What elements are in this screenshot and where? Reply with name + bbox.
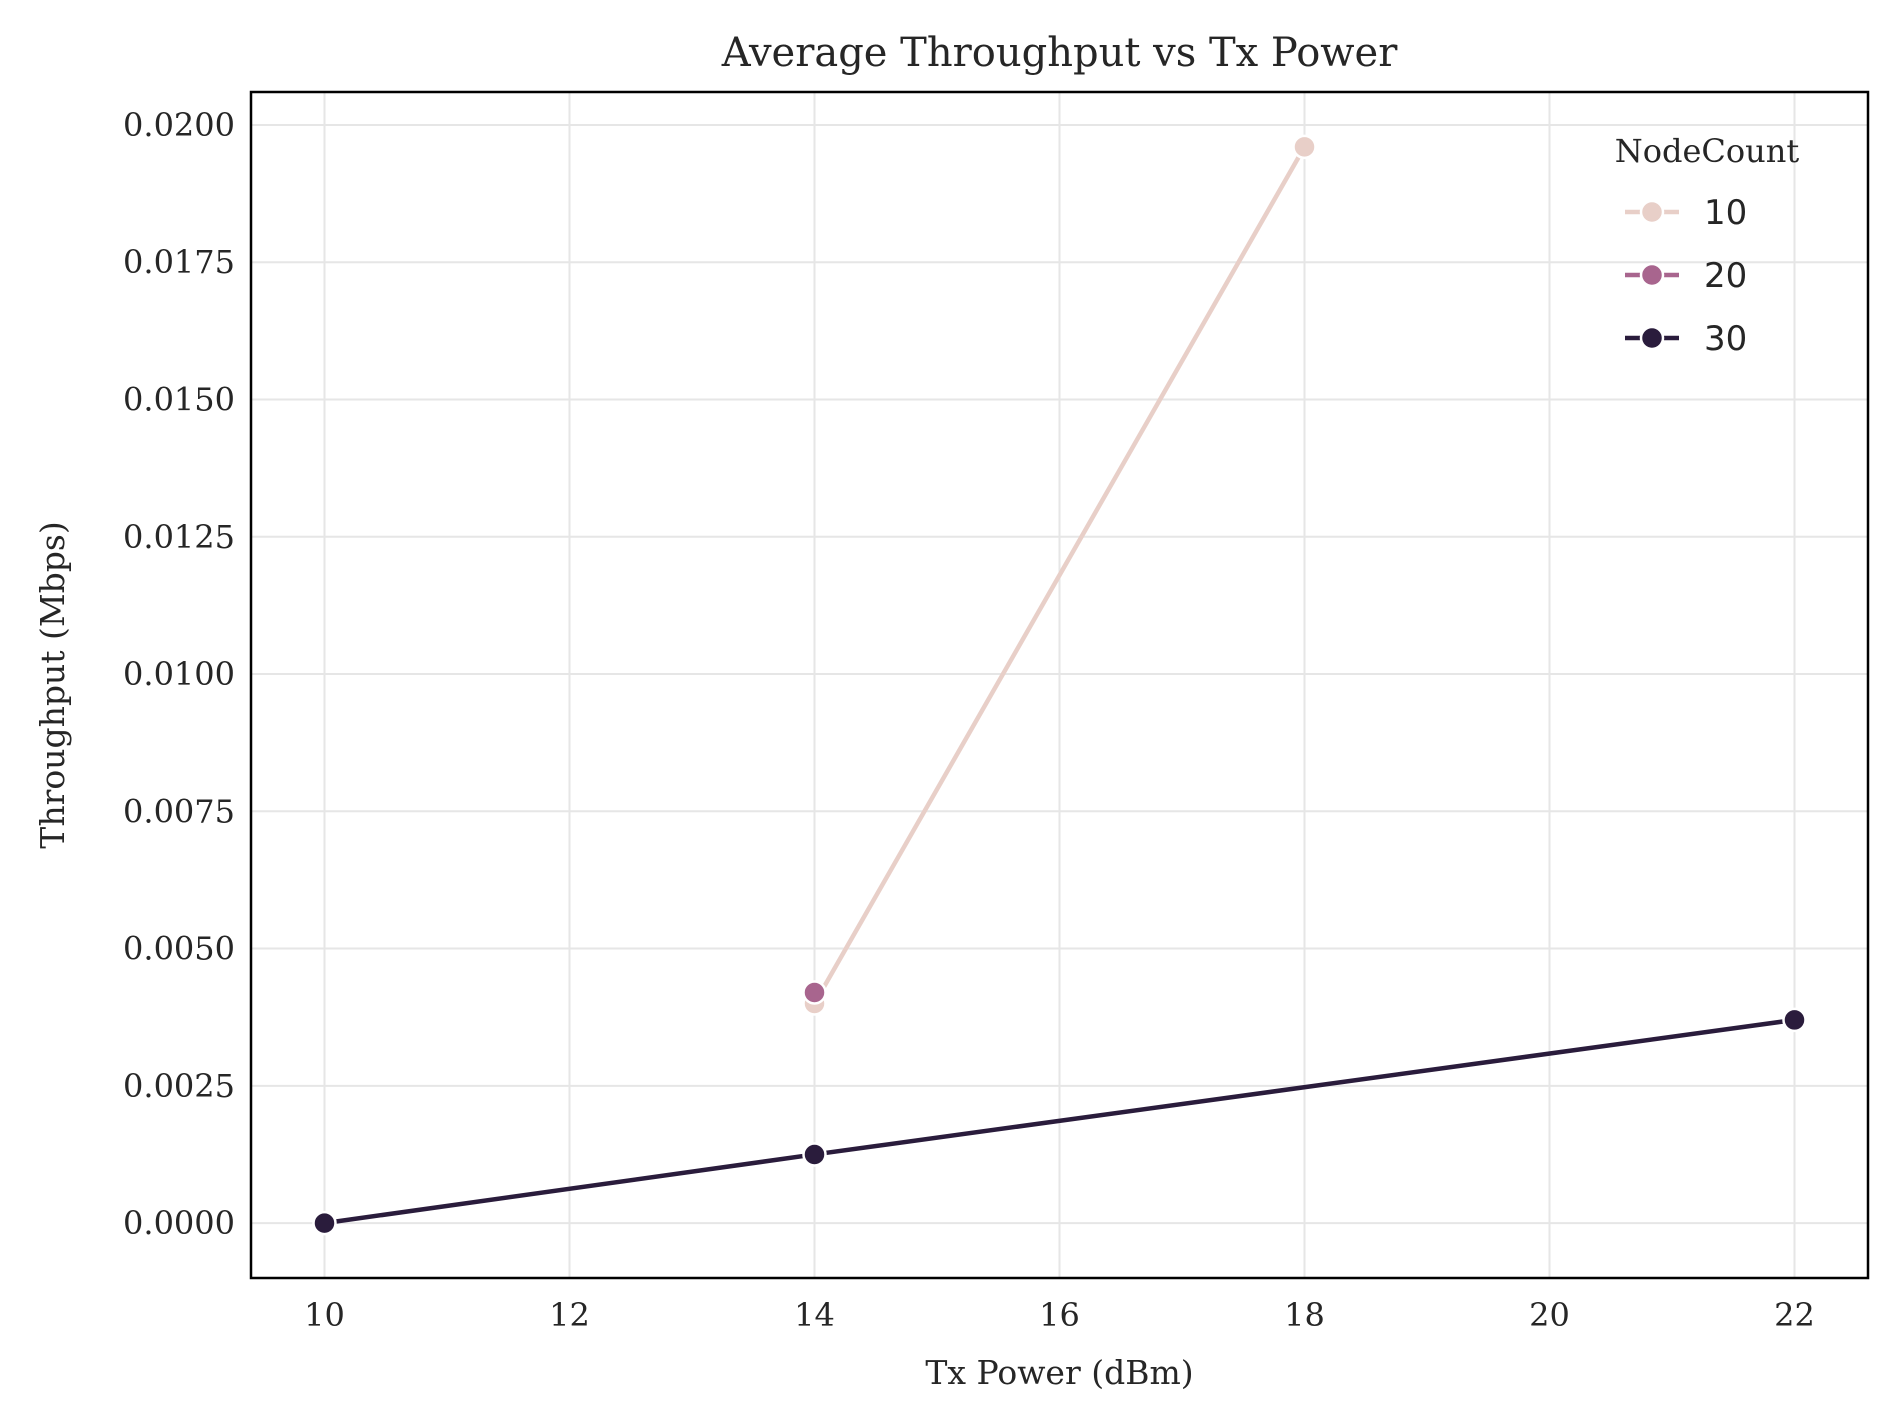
- y-tick-label: 0.0200: [123, 106, 235, 144]
- legend-label: 20: [1704, 256, 1747, 296]
- x-tick-label: 22: [1774, 1296, 1815, 1334]
- y-tick-label: 0.0175: [123, 243, 235, 281]
- data-point-30: [802, 1142, 827, 1167]
- data-point-30: [312, 1210, 337, 1236]
- y-axis-label: Throughput (Mbps): [33, 521, 72, 848]
- x-tick-label: 12: [549, 1296, 590, 1334]
- legend-marker: [1639, 262, 1665, 288]
- legend-label: 10: [1704, 193, 1747, 233]
- legend-title: NodeCount: [1615, 132, 1800, 170]
- x-axis-ticks: 10 12 14 16 18 20 22: [304, 1296, 1815, 1334]
- x-tick-label: 10: [304, 1296, 345, 1334]
- y-tick-label: 0.0050: [123, 930, 235, 968]
- series-30: [312, 1007, 1807, 1236]
- legend-item-10: 10: [1625, 193, 1747, 233]
- x-axis-label: Tx Power (dBm): [925, 1353, 1193, 1392]
- x-tick-label: 14: [794, 1296, 835, 1334]
- legend-marker: [1639, 199, 1665, 225]
- plot-frame: [249, 90, 1870, 1280]
- x-tick-label: 16: [1039, 1296, 1080, 1334]
- y-tick-label: 0.0125: [123, 518, 235, 556]
- legend-item-30: 30: [1625, 319, 1747, 359]
- y-tick-label: 0.0025: [123, 1067, 235, 1105]
- legend: NodeCount 10 20 30: [1615, 132, 1800, 359]
- data-point-10: [1292, 134, 1317, 160]
- legend-marker: [1639, 325, 1665, 351]
- y-tick-label: 0.0075: [123, 792, 235, 830]
- legend-label: 30: [1704, 319, 1747, 359]
- legend-item-20: 20: [1625, 256, 1747, 296]
- y-tick-label: 0.0150: [123, 380, 235, 418]
- y-tick-label: 0.0100: [123, 655, 235, 693]
- data-point-30: [1782, 1007, 1807, 1033]
- series-line-10: [812, 144, 1307, 1006]
- series-layer: [312, 134, 1807, 1236]
- series-20: [802, 980, 827, 1005]
- data-point-20: [802, 980, 827, 1005]
- y-tick-label: 0.0000: [123, 1204, 235, 1242]
- x-tick-label: 20: [1529, 1296, 1570, 1334]
- chart-title: Average Throughput vs Tx Power: [721, 30, 1399, 76]
- x-tick-label: 18: [1284, 1296, 1325, 1334]
- y-axis-ticks: 0.0000 0.0025 0.0050 0.0075 0.0100 0.0125 0.01…: [123, 106, 235, 1242]
- gridlines: [251, 92, 1868, 1278]
